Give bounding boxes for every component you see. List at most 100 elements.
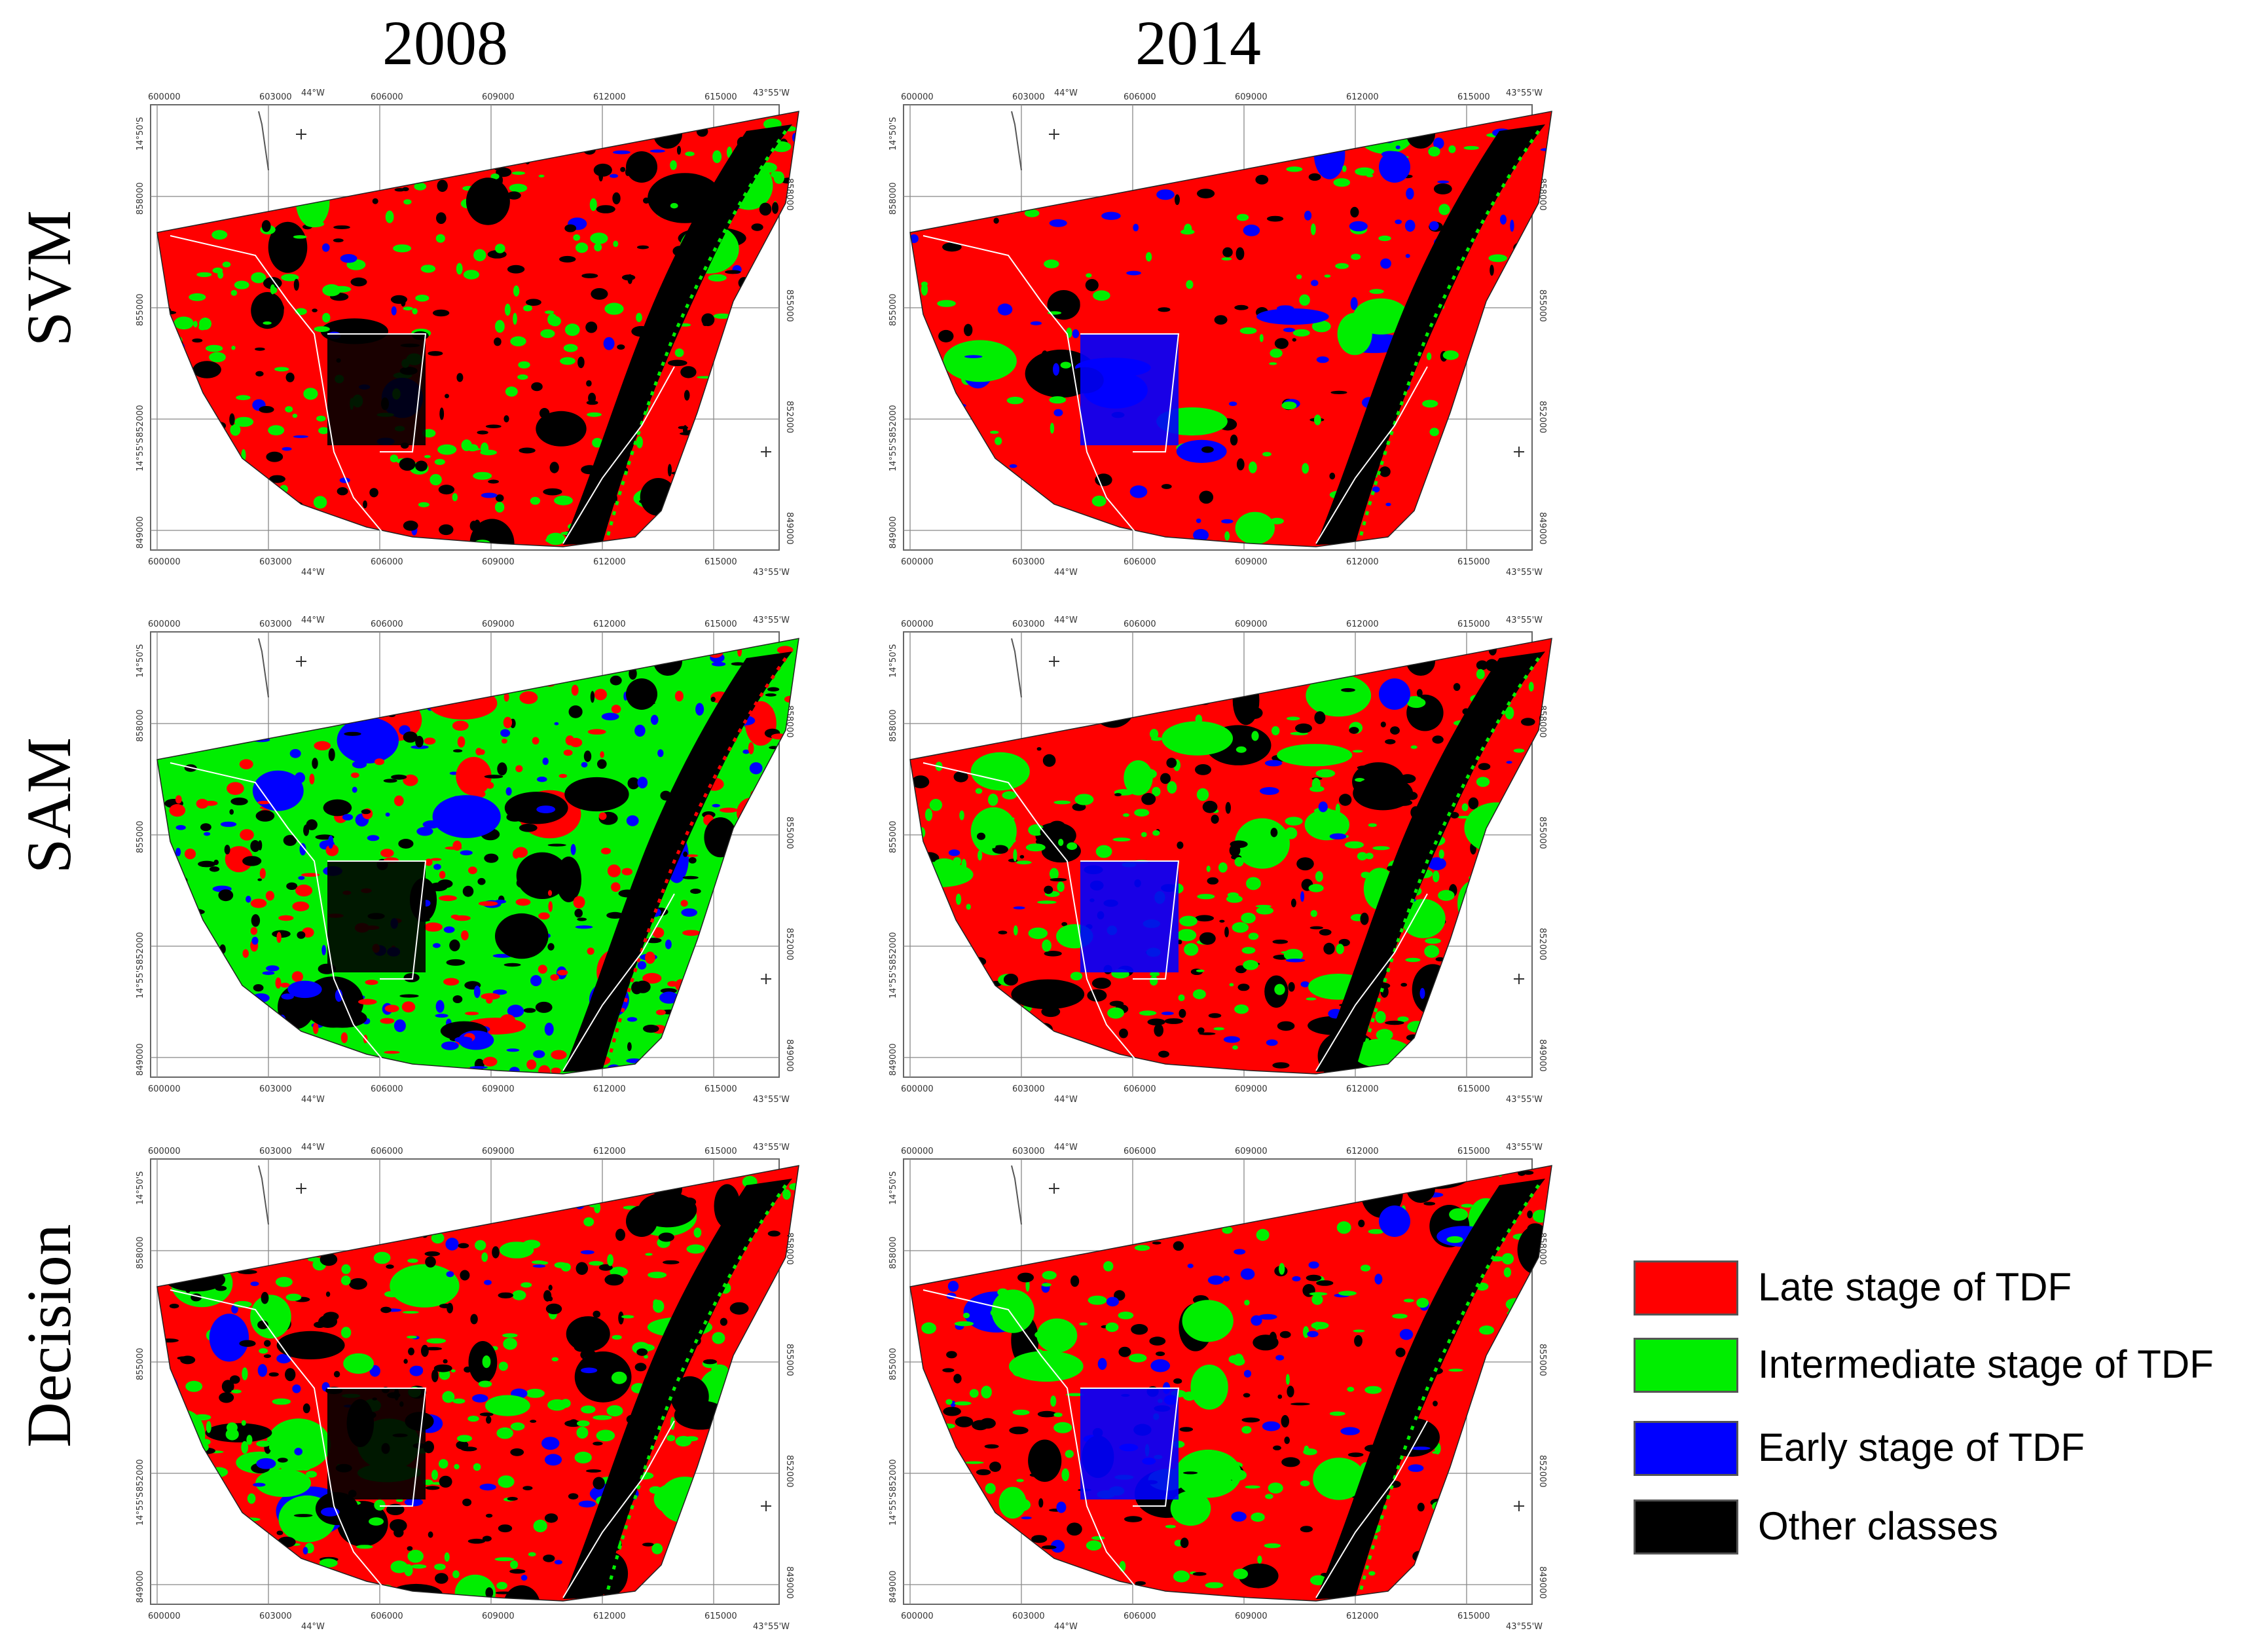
class-patch-intermediate (1508, 284, 1522, 288)
class-patch-early (1552, 1441, 1558, 1446)
class-patch-other (746, 1346, 765, 1356)
class-patch-early (194, 117, 211, 129)
class-patch-intermediate (1190, 1365, 1228, 1410)
class-patch-intermediate (1269, 362, 1277, 365)
class-patch-early (789, 978, 795, 989)
lon-label-bottom: 44°W (1054, 1622, 1078, 1632)
class-patch-late (295, 884, 313, 897)
class-patch-intermediate (1129, 1353, 1147, 1363)
class-patch-early (679, 1018, 695, 1026)
class-patch-intermediate (306, 1471, 318, 1478)
class-patch-intermediate (712, 150, 722, 164)
class-patch-intermediate (1505, 1298, 1525, 1311)
class-patch-intermediate (241, 1441, 249, 1454)
class-patch-other (593, 1441, 603, 1446)
class-patch-intermediate (205, 344, 223, 352)
class-patch-intermediate (1150, 976, 1158, 986)
class-patch-early (1313, 129, 1345, 179)
class-patch-intermediate (1528, 682, 1534, 692)
class-patch-other (996, 715, 1011, 719)
lat-label-bottom: 14°55'S (888, 1492, 898, 1526)
class-patch-other (257, 878, 263, 881)
class-patch-other (938, 1179, 950, 1186)
easting-tick-top: 600000 (148, 92, 181, 102)
class-patch-other (431, 1369, 439, 1382)
class-patch-intermediate (1454, 435, 1461, 447)
class-patch-intermediate (1476, 669, 1485, 680)
class-patch-early (1308, 1261, 1319, 1269)
boundary-line (1315, 366, 1428, 544)
class-patch-late (469, 686, 475, 698)
class-patch-other (643, 491, 663, 495)
class-patch-early (1534, 879, 1552, 883)
class-patch-early (541, 1437, 560, 1450)
class-patch-intermediate (674, 507, 687, 511)
class-patch-intermediate (407, 1549, 424, 1563)
class-patch-intermediate (341, 1264, 351, 1274)
class-patch-other (185, 1285, 191, 1293)
class-patch-early (711, 661, 726, 667)
class-patch-other (696, 126, 708, 137)
class-patch-intermediate (913, 119, 930, 130)
class-patch-other (1524, 538, 1535, 547)
class-patch-other (1423, 1202, 1436, 1205)
class-patch-other (1195, 1168, 1211, 1179)
class-patch-intermediate (1338, 1291, 1357, 1296)
class-patch-other (439, 407, 445, 420)
class-patch-early (259, 726, 266, 729)
class-patch-other (1177, 940, 1182, 945)
class-patch-intermediate (724, 1509, 731, 1517)
lon-label-right-top: 43°55'W (1506, 1143, 1543, 1152)
class-patch-intermediate (1053, 800, 1071, 805)
map-panel-svm-2014: 600000 600000 603000 603000 606000 606000 6090… (858, 85, 1578, 583)
class-patch-other (725, 270, 741, 274)
class-patch-intermediate (1287, 716, 1300, 721)
class-patch-intermediate (727, 348, 741, 352)
class-patch-early (1469, 645, 1476, 653)
class-patch-intermediate (1265, 1494, 1273, 1499)
class-patch-intermediate (184, 1576, 191, 1581)
class-patch-intermediate (1309, 1292, 1328, 1296)
class-patch-intermediate (225, 155, 236, 164)
class-patch-intermediate (1507, 1042, 1524, 1055)
class-patch-intermediate (544, 310, 555, 314)
class-patch-intermediate (778, 1412, 798, 1426)
class-patch-intermediate (490, 173, 500, 180)
class-patch-intermediate (495, 320, 505, 333)
class-patch-intermediate (942, 917, 954, 923)
class-patch-intermediate (1449, 1208, 1469, 1221)
class-patch-late (548, 901, 553, 912)
class-patch-late (784, 965, 792, 972)
class-patch-intermediate (1050, 1395, 1057, 1407)
class-patch-other (765, 693, 777, 697)
class-patch-intermediate (1518, 386, 1534, 390)
class-patch-other (1296, 857, 1314, 871)
class-patch-other (495, 494, 504, 502)
class-patch-other (303, 1213, 312, 1217)
class-patch-late (800, 712, 806, 720)
class-patch-early (340, 254, 357, 263)
class-patch-intermediate (674, 348, 684, 358)
class-patch-intermediate (929, 799, 943, 811)
class-patch-other (752, 1050, 769, 1058)
class-patch-late (388, 683, 399, 696)
easting-tick-bottom: 606000 (1124, 557, 1156, 567)
class-patch-early (321, 945, 326, 955)
class-patch-other (226, 1560, 240, 1571)
class-patch-other (676, 145, 682, 155)
class-patch-late (259, 868, 266, 879)
northing-tick-left: 852000 (136, 932, 145, 965)
boundary-line (1011, 1165, 1022, 1225)
class-patch-intermediate (686, 1244, 705, 1254)
class-patch-early (1162, 111, 1175, 114)
class-patch-late (563, 749, 573, 756)
year-header-2014: 2014 (1135, 8, 1261, 78)
class-patch-intermediate (713, 313, 731, 319)
class-patch-other (477, 877, 486, 885)
class-patch-intermediate (285, 406, 293, 413)
class-patch-early (507, 1004, 524, 1018)
class-patch-intermediate (1520, 845, 1526, 858)
riparian-fringe (1359, 1184, 1541, 1592)
class-patch-late (225, 698, 230, 704)
class-patch-intermediate (255, 1469, 311, 1498)
